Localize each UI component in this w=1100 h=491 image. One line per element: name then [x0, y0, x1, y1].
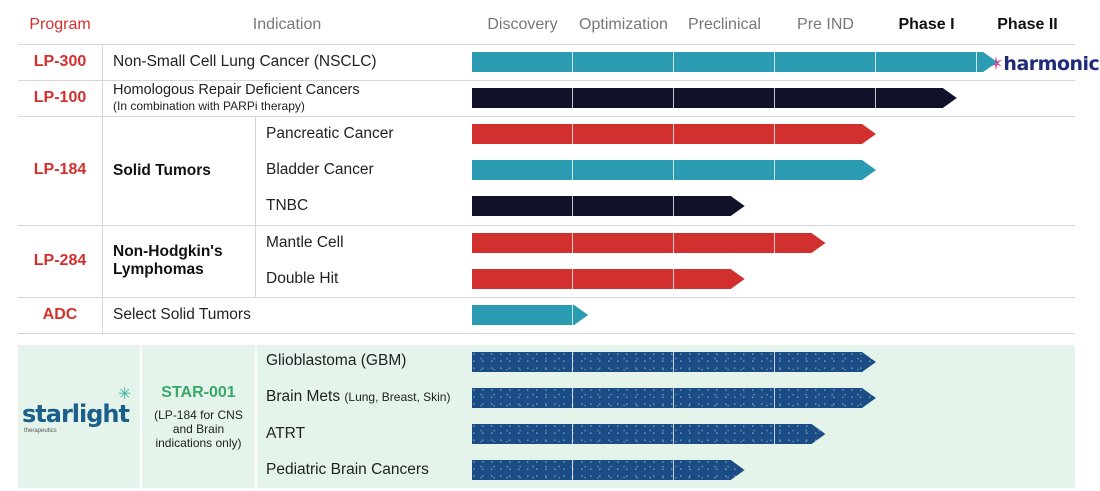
progress-bar-lp-184-0 [472, 124, 876, 144]
header-phase-1: Optimization [579, 16, 668, 33]
progress-bar-star-001-1 [472, 388, 876, 408]
header-phase-3: Pre IND [797, 16, 854, 33]
header-program: Program [29, 16, 91, 33]
header-indication: Indication [252, 16, 322, 33]
progress-bar-star-001-2 [472, 424, 826, 444]
indication-hrd: Homologous Repair Deficient Cancers [113, 82, 360, 98]
program-lp-184: LP-184 [33, 161, 87, 178]
progress-bar-star-001-3 [472, 460, 745, 480]
group-nhl-1: Non-Hodgkin's [113, 243, 223, 260]
program-lp-284: LP-284 [33, 252, 87, 269]
program-lp-100: LP-100 [33, 89, 87, 106]
indication-gbm: Glioblastoma (GBM) [266, 352, 407, 369]
group-solid-tumors: Solid Tumors [113, 162, 211, 179]
indication-solid: Select Solid Tumors [113, 306, 251, 323]
indication-nsclc: Non-Small Cell Lung Cancer (NSCLC) [113, 53, 377, 70]
header-phase-5: Phase II [997, 16, 1058, 33]
starlight-logo-sub: therapeutics [24, 428, 57, 434]
program-lp-300: LP-300 [33, 53, 87, 70]
indication-atrt: ATRT [266, 425, 306, 442]
indication-note: (In combination with PARPi therapy) [113, 99, 305, 113]
group-nhl-2: Lymphomas [113, 261, 204, 278]
indication-pancreatic: Pancreatic Cancer [266, 125, 394, 142]
indication-double-hit: Double Hit [266, 270, 339, 287]
progress-bar-lp-300 [472, 52, 997, 72]
header-phase-0: Discovery [487, 16, 558, 33]
progress-bar-lp-284-0 [472, 233, 826, 253]
indication-brain-mets: Brain Mets (Lung, Breast, Skin) [266, 388, 451, 405]
harmonic-logo: ✶harmonic [988, 53, 1100, 75]
progress-bar-lp-284-1 [472, 269, 745, 289]
progress-bar-lp-100 [472, 88, 957, 108]
header-phase-2: Preclinical [688, 16, 761, 33]
progress-bar-star-001-0 [472, 352, 876, 372]
indication-mantle: Mantle Cell [266, 234, 344, 251]
indication-pediatric: Pediatric Brain Cancers [266, 461, 429, 478]
star-note: (LP-184 for CNS and Brain indications only… [154, 408, 243, 450]
progress-bar-lp-184-2 [472, 196, 745, 216]
starlight-logo: starlight ✳ [22, 384, 131, 428]
program-adc: ADC [42, 306, 78, 323]
indication-bladder: Bladder Cancer [266, 161, 374, 178]
star-icon: ✳ [118, 384, 131, 403]
program-star-001: STAR-001 [161, 384, 236, 401]
indication-tnbc: TNBC [266, 197, 309, 214]
progress-bar-adc [472, 305, 588, 325]
progress-bar-lp-184-1 [472, 160, 876, 180]
header-phase-4: Phase I [898, 16, 955, 33]
